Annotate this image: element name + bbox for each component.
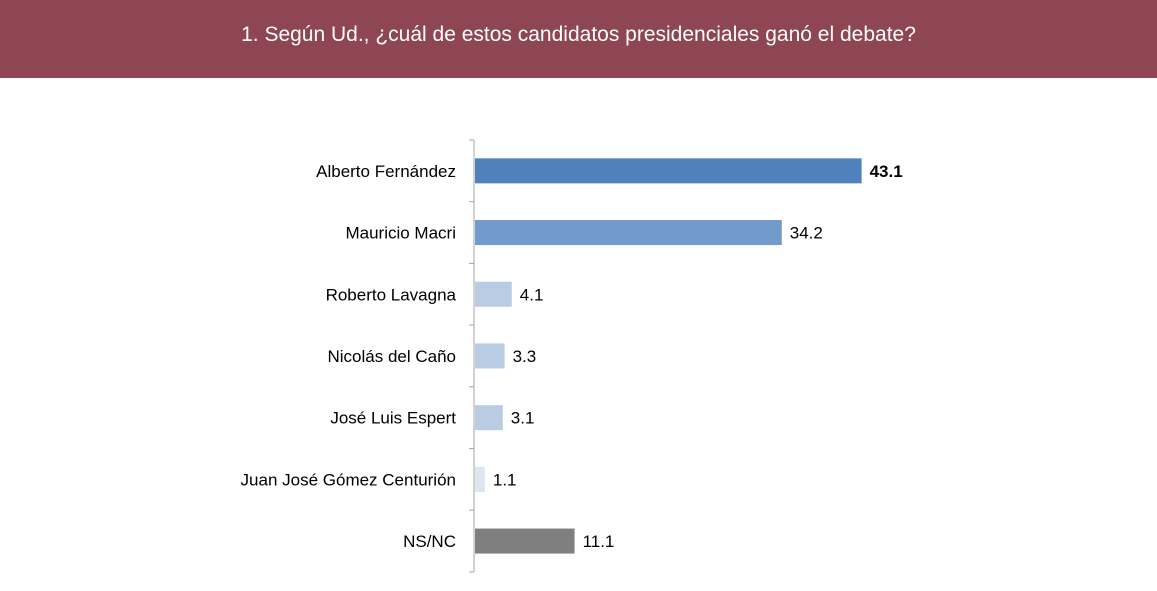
header-bar: 1. Según Ud., ¿cuál de estos candidatos …	[0, 0, 1157, 78]
value-label: 3.3	[513, 347, 537, 366]
category-label: Alberto Fernández	[316, 162, 456, 181]
bar	[475, 343, 505, 369]
bar	[475, 158, 862, 184]
bar	[475, 220, 782, 246]
value-label: 43.1	[870, 162, 903, 181]
category-label: Nicolás del Caño	[327, 347, 456, 366]
category-label: José Luis Espert	[330, 409, 456, 428]
value-label: 34.2	[790, 224, 823, 243]
bar	[475, 405, 503, 431]
value-label: 11.1	[583, 532, 615, 551]
category-label: Mauricio Macri	[345, 224, 456, 243]
bar	[475, 466, 485, 492]
value-label: 4.1	[520, 285, 544, 304]
category-label: NS/NC	[403, 532, 456, 551]
category-label: Roberto Lavagna	[326, 285, 457, 304]
bar	[475, 281, 512, 307]
category-label: Juan José Gómez Centurión	[241, 470, 456, 489]
bar	[475, 528, 575, 554]
value-label: 3.1	[511, 409, 535, 428]
chart-title: 1. Según Ud., ¿cuál de estos candidatos …	[241, 23, 916, 46]
value-label: 1.1	[493, 470, 517, 489]
